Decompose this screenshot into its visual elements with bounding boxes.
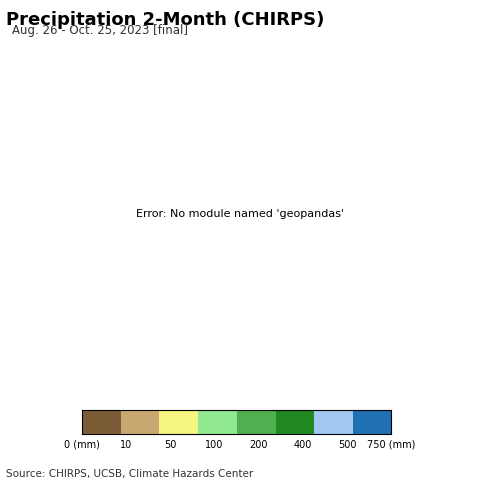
Text: Error: No module named 'geopandas': Error: No module named 'geopandas' <box>136 209 344 220</box>
Text: 200: 200 <box>249 440 268 449</box>
Text: 500: 500 <box>338 440 356 449</box>
Text: 750 (mm): 750 (mm) <box>367 440 415 449</box>
Text: Aug. 26 - Oct. 25, 2023 [final]: Aug. 26 - Oct. 25, 2023 [final] <box>12 24 188 37</box>
Text: 0 (mm): 0 (mm) <box>64 440 99 449</box>
Text: 400: 400 <box>294 440 312 449</box>
Text: Precipitation 2-Month (CHIRPS): Precipitation 2-Month (CHIRPS) <box>6 11 324 29</box>
Text: 100: 100 <box>205 440 224 449</box>
Text: 10: 10 <box>120 440 132 449</box>
Text: 50: 50 <box>164 440 176 449</box>
Text: Source: CHIRPS, UCSB, Climate Hazards Center: Source: CHIRPS, UCSB, Climate Hazards Ce… <box>6 469 253 479</box>
